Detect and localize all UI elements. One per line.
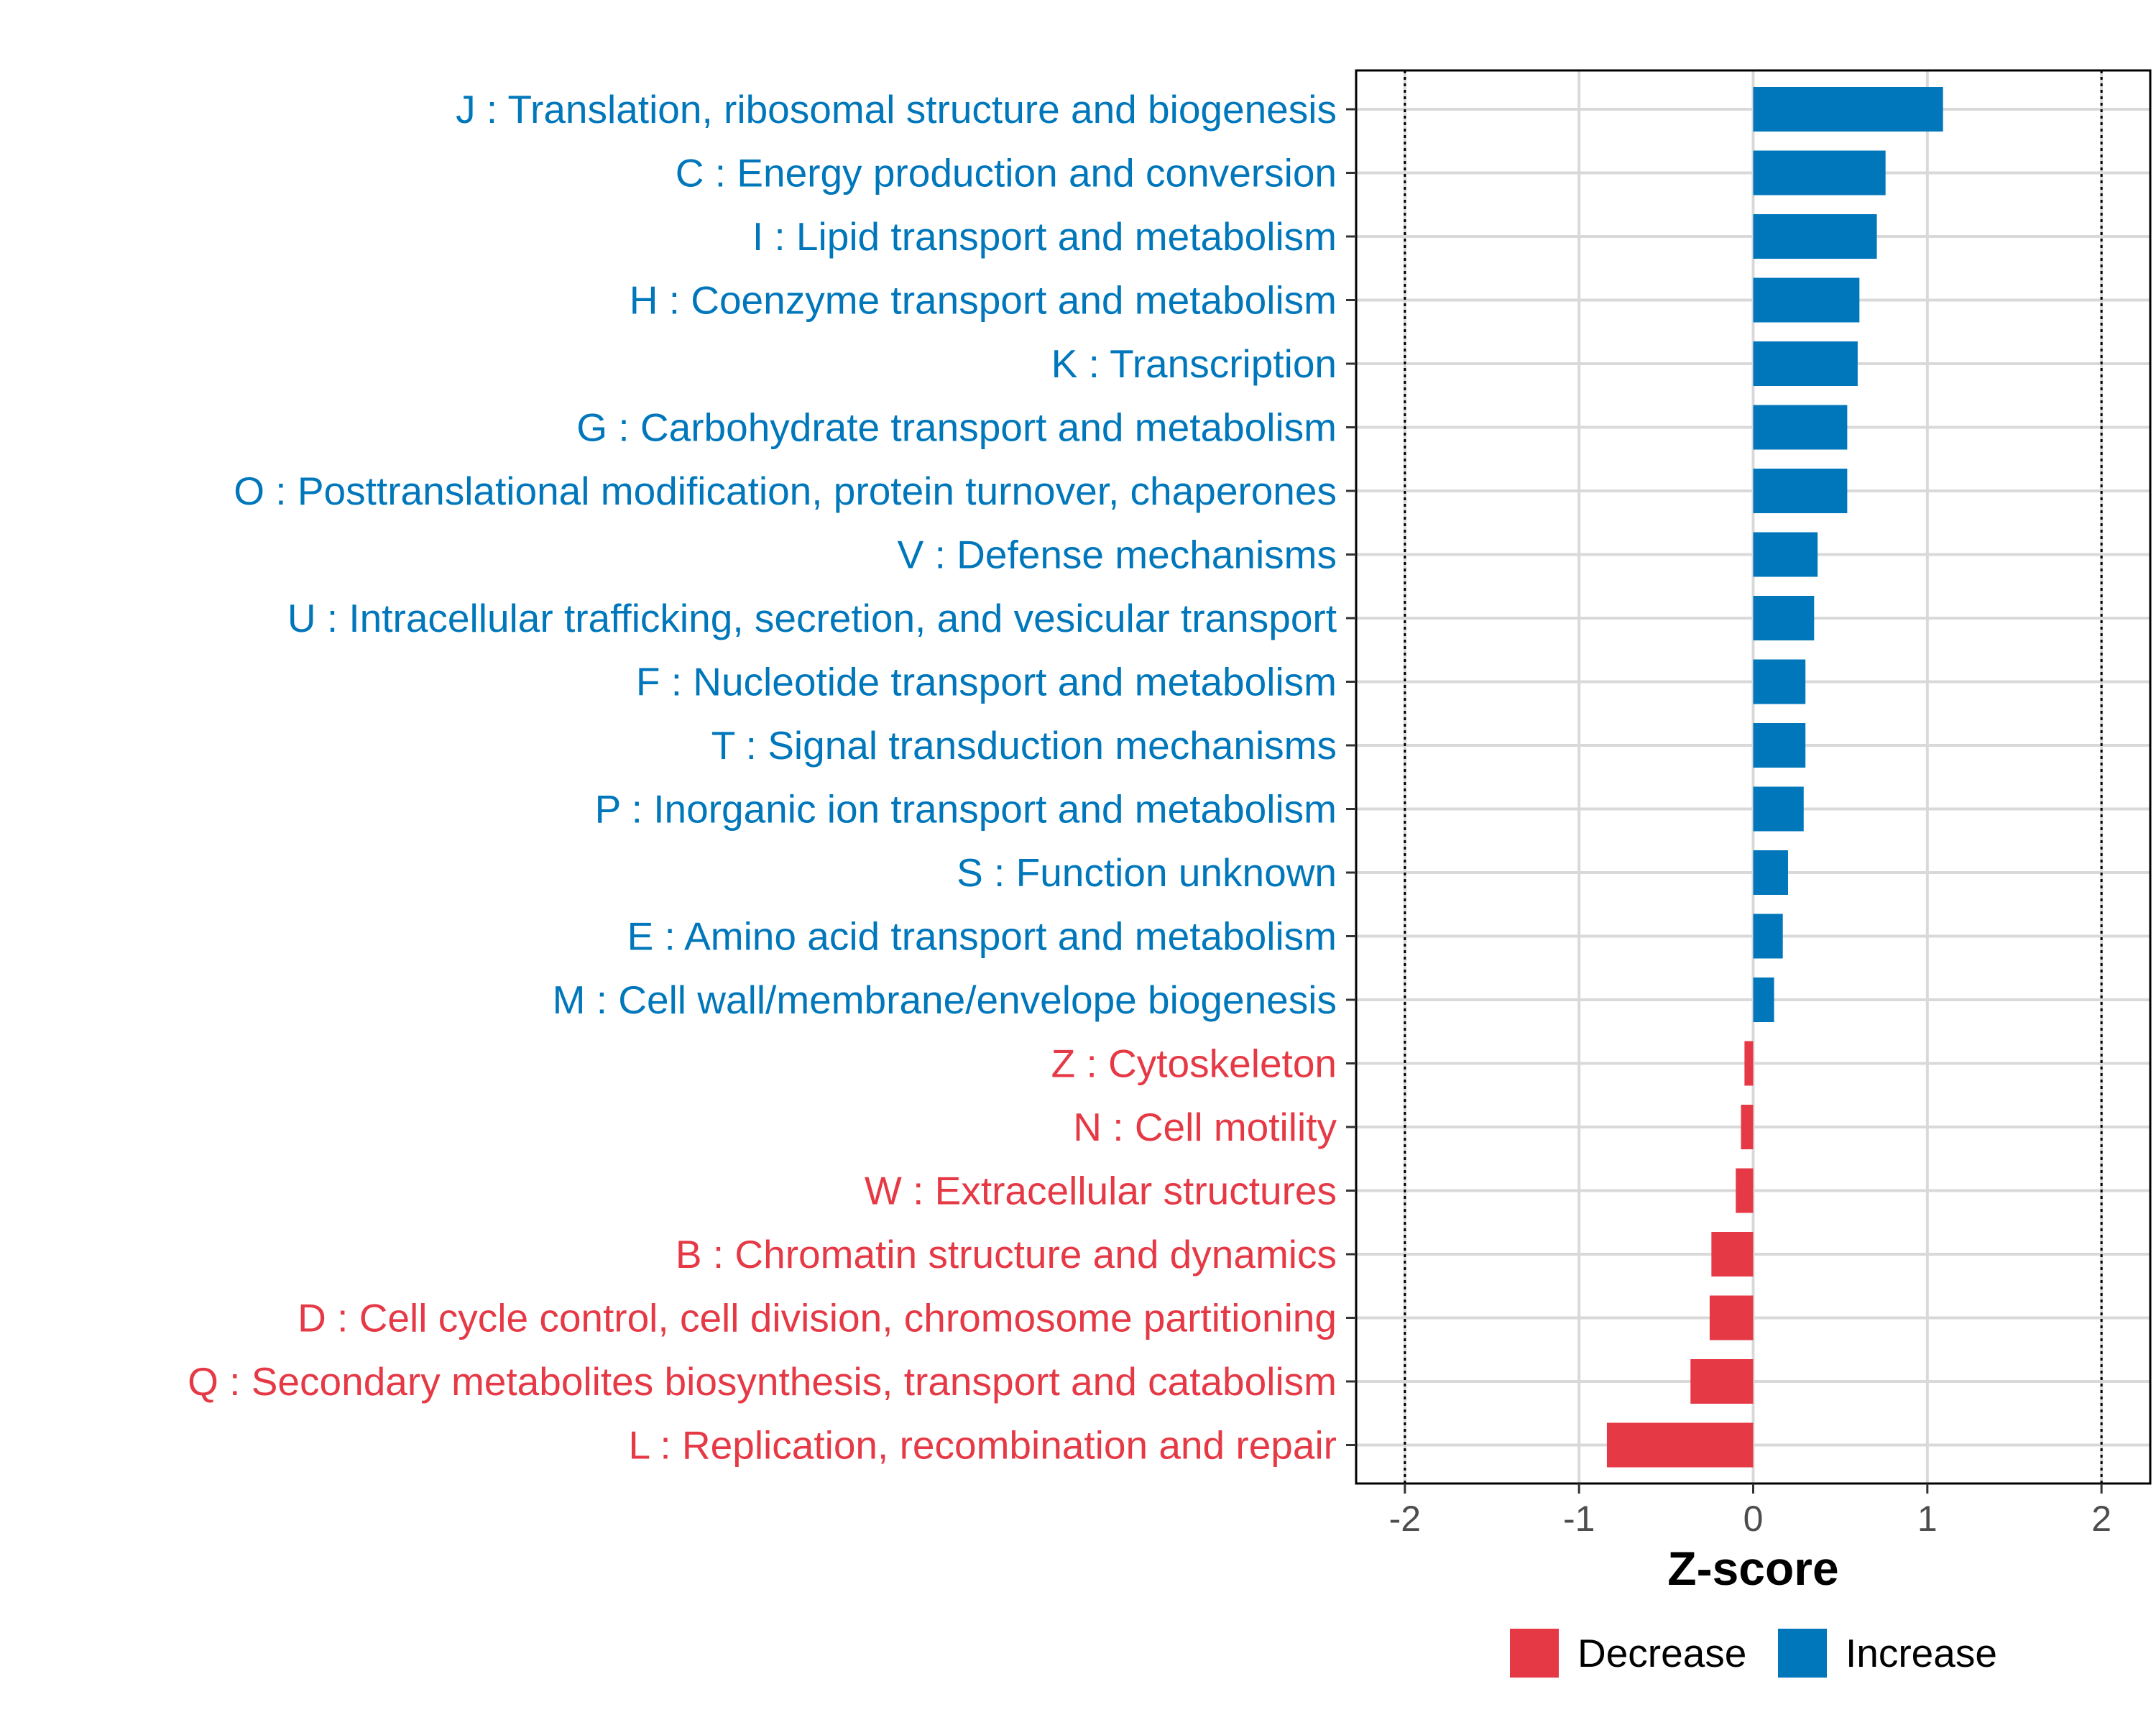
bar [1690,1359,1754,1404]
category-label: O : Posttranslational modification, prot… [234,469,1337,513]
bars [1606,87,1943,1468]
bar [1709,1295,1754,1340]
bar [1753,786,1804,832]
category-label: U : Intracellular trafficking, secretion… [287,596,1337,640]
legend-swatch [1778,1629,1827,1678]
x-axis-title: Z-score [1667,1542,1838,1595]
bar [1753,914,1783,959]
bar [1753,341,1858,386]
category-label: J : Translation, ribosomal structure and… [456,87,1337,132]
legend-label: Decrease [1577,1631,1746,1675]
bar [1711,1232,1754,1276]
legend: Decrease Increase [1510,1629,1997,1678]
category-label: L : Replication, recombination and repai… [629,1423,1337,1468]
category-label: H : Coenzyme transport and metabolism [630,278,1337,323]
x-tick-label: 2 [2091,1499,2111,1539]
x-tick-label: 1 [1917,1499,1938,1539]
category-label: K : Transcription [1051,341,1337,386]
x-tick-label: -2 [1389,1499,1421,1539]
bar [1753,532,1818,577]
category-label: M : Cell wall/membrane/envelope biogenes… [553,978,1337,1022]
bar [1753,87,1943,132]
bar [1753,723,1806,768]
y-axis-ticks [1346,108,1356,1446]
category-label: N : Cell motility [1073,1105,1337,1149]
bar [1753,214,1877,259]
bar [1753,405,1848,450]
category-label: S : Function unknown [957,850,1337,895]
category-label: C : Energy production and conversion [676,151,1337,196]
bar [1753,596,1815,640]
category-label: T : Signal transduction mechanisms [711,723,1337,768]
bar [1753,469,1848,513]
category-label: V : Defense mechanisms [898,533,1337,577]
category-label: P : Inorganic ion transport and metaboli… [595,787,1337,832]
bar [1753,978,1774,1022]
bar [1741,1105,1754,1149]
category-label: Q : Secondary metabolites biosynthesis, … [188,1359,1337,1404]
category-label: W : Extracellular structures [865,1169,1337,1213]
category-labels: J : Translation, ribosomal structure and… [188,87,1337,1468]
bar [1753,850,1788,895]
legend-swatch [1510,1629,1559,1678]
category-label: D : Cell cycle control, cell division, c… [298,1296,1337,1340]
reference-lines [1404,70,2103,1484]
bar [1753,150,1886,196]
x-tick-label: 0 [1743,1499,1764,1539]
bar [1753,659,1806,704]
bar [1736,1168,1754,1213]
category-label: G : Carbohydrate transport and metabolis… [576,405,1337,450]
bar [1606,1422,1754,1468]
category-label: B : Chromatin structure and dynamics [676,1232,1337,1276]
bar [1753,277,1860,323]
legend-label: Increase [1846,1631,1997,1675]
bar [1744,1041,1754,1086]
x-axis: -2 -1 0 1 2 [1389,1484,2111,1539]
category-label: E : Amino acid transport and metabolism [627,914,1337,959]
category-label: Z : Cytoskeleton [1051,1041,1337,1086]
category-label: I : Lipid transport and metabolism [752,214,1337,259]
category-label: F : Nucleotide transport and metabolism [636,660,1337,704]
x-tick-label: -1 [1563,1499,1595,1539]
